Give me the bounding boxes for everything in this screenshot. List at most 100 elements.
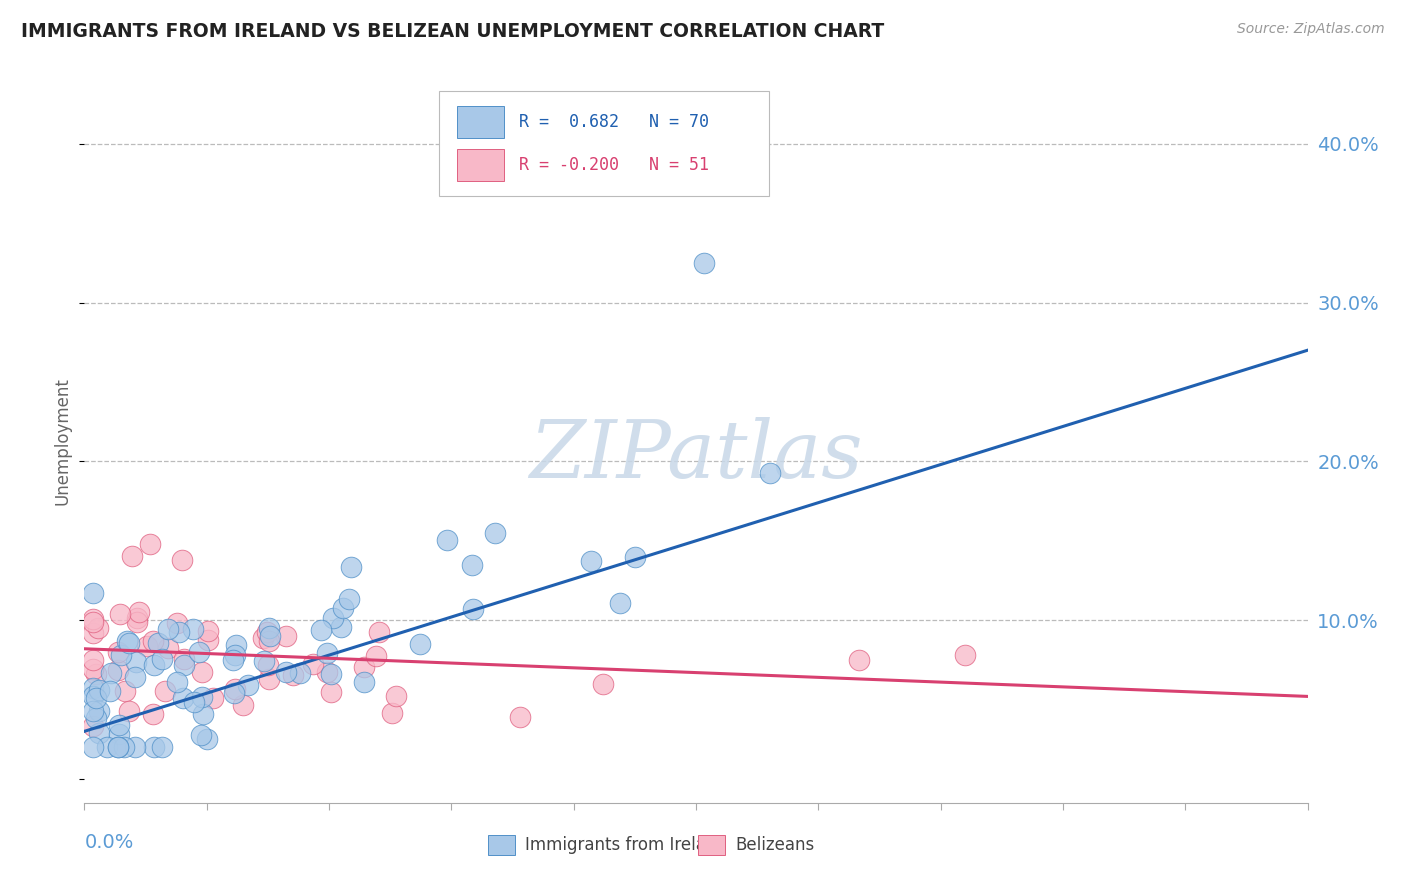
Point [86,667,108,681]
Point [124,740,146,755]
Point [321,685,343,699]
Point [142,740,165,755]
Point [166,674,188,689]
Point [195,731,218,746]
Point [107,663,129,677]
Point [301,657,323,672]
Point [138,537,160,551]
Point [225,638,247,652]
Point [82,612,104,626]
Point [114,684,136,698]
Bar [699,835,725,855]
Point [283,668,305,682]
Bar [457,106,503,137]
Point [148,636,170,650]
Point [82,719,104,733]
Point [142,658,165,673]
Text: ZIPatlas: ZIPatlas [529,417,863,495]
Point [222,653,245,667]
Point [150,740,173,755]
Y-axis label: Unemployment: Unemployment [53,377,72,506]
Point [166,615,188,630]
Point [366,648,388,663]
Point [385,689,408,703]
Point [315,646,337,660]
Point [100,666,122,681]
Point [108,607,131,622]
Point [82,681,104,696]
Point [124,670,146,684]
Point [117,704,139,718]
Point [436,533,458,547]
Point [259,629,281,643]
Point [82,586,104,600]
Point [224,648,246,663]
Point [953,648,976,662]
Point [381,706,404,720]
Bar [488,835,515,855]
Text: R = -0.200   N = 51: R = -0.200 N = 51 [519,156,709,174]
Point [136,640,159,654]
Point [256,625,278,640]
Point [112,740,135,755]
Point [579,554,602,568]
Point [236,678,259,692]
Point [108,718,131,732]
Point [353,660,375,674]
Point [84,711,107,725]
Point [173,652,195,666]
Point [332,601,354,615]
Point [98,683,121,698]
Point [252,632,274,646]
Point [82,704,104,718]
Point [201,690,224,705]
Point [82,689,104,703]
Point [509,709,531,723]
Point [197,633,219,648]
Point [693,256,716,270]
Point [623,550,645,565]
Point [125,656,148,670]
Point [169,624,191,639]
Point [224,681,246,696]
Point [115,634,138,648]
Point [183,696,205,710]
Point [172,553,194,567]
Point [484,525,506,540]
Point [329,620,352,634]
Point [191,690,214,704]
Point [353,674,375,689]
Point [172,691,194,706]
Point [155,683,177,698]
Point [759,467,782,481]
Point [107,740,129,755]
Point [107,645,129,659]
Point [367,625,389,640]
Point [461,558,484,573]
Bar [457,149,503,180]
Point [82,615,104,629]
Text: R =  0.682   N = 70: R = 0.682 N = 70 [519,113,709,131]
Point [86,690,108,705]
Point [309,624,332,638]
Point [609,596,631,610]
Point [87,725,110,739]
Point [319,666,342,681]
Point [128,605,150,619]
Point [322,610,344,624]
Point [256,658,278,673]
Point [274,665,297,679]
Point [89,704,111,718]
Text: Belizeans: Belizeans [735,836,814,854]
Text: Source: ZipAtlas.com: Source: ZipAtlas.com [1237,22,1385,37]
Point [142,707,165,722]
Point [253,654,276,668]
Point [316,665,339,679]
Point [257,622,280,636]
Point [108,727,131,741]
Point [190,728,212,742]
Point [848,653,870,667]
Point [337,592,360,607]
Text: Immigrants from Ireland: Immigrants from Ireland [524,836,727,854]
Point [257,672,280,686]
